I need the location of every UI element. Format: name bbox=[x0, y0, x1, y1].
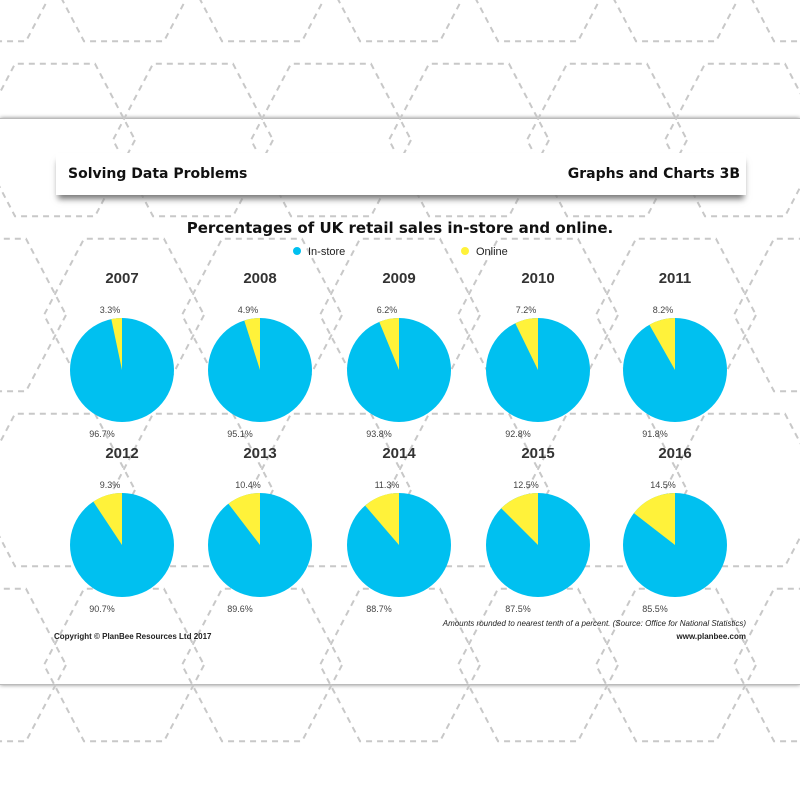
slice-online bbox=[515, 318, 538, 370]
slice-online bbox=[633, 493, 675, 545]
online-value-label: 6.2% bbox=[377, 305, 398, 315]
slice-online bbox=[244, 318, 260, 370]
hexagon-outline bbox=[0, 237, 68, 393]
online-value-label: 9.3% bbox=[100, 480, 121, 490]
hexagon-outline bbox=[663, 412, 800, 568]
pie-2015: 2015 12.5% 87.5% bbox=[486, 445, 590, 614]
website-link[interactable]: www.planbee.com bbox=[676, 632, 747, 641]
legend-label-in-store: In-store bbox=[308, 246, 345, 258]
hexagon-outline bbox=[318, 237, 482, 393]
in-store-value-label: 91.8% bbox=[642, 429, 668, 439]
in-store-value-label: 87.5% bbox=[505, 604, 531, 614]
in-store-value-label: 92.8% bbox=[505, 429, 531, 439]
online-value-label: 12.5% bbox=[513, 480, 539, 490]
year-label: 2009 bbox=[382, 270, 415, 287]
pie-2011: 2011 8.2% 91.8% bbox=[623, 270, 727, 439]
year-label: 2010 bbox=[521, 270, 554, 287]
slice-online bbox=[501, 493, 538, 545]
legend-label-online: Online bbox=[476, 246, 508, 258]
hexagon-outline bbox=[387, 62, 551, 218]
year-label: 2011 bbox=[659, 270, 692, 287]
in-store-value-label: 88.7% bbox=[366, 604, 392, 614]
hexagon-outline bbox=[111, 62, 275, 218]
online-value-label: 8.2% bbox=[653, 305, 674, 315]
pie-2014: 2014 11.3% 88.7% bbox=[347, 445, 451, 614]
copyright: Copyright © PlanBee Resources Ltd 2017 bbox=[54, 632, 212, 641]
pie-2016: 2016 14.5% 85.5% bbox=[623, 445, 727, 614]
pie-2010: 2010 7.2% 92.8% bbox=[486, 270, 590, 439]
in-store-value-label: 93.8% bbox=[366, 429, 392, 439]
year-label: 2013 bbox=[243, 445, 276, 462]
hexagon-outline bbox=[180, 237, 344, 393]
hexagon-outline bbox=[663, 62, 800, 218]
pie-2013: 2013 10.4% 89.6% bbox=[208, 445, 312, 614]
hexagon-outline bbox=[594, 237, 758, 393]
online-value-label: 14.5% bbox=[650, 480, 676, 490]
header-right-title: Graphs and Charts 3B bbox=[567, 166, 740, 182]
legend-swatch-in-store bbox=[293, 247, 301, 255]
header-left-title: Solving Data Problems bbox=[68, 166, 248, 182]
hexagon-outline bbox=[456, 587, 620, 743]
chart-title: Percentages of UK retail sales in-store … bbox=[187, 219, 613, 237]
hexagon-outline bbox=[249, 62, 413, 218]
online-value-label: 10.4% bbox=[235, 480, 261, 490]
online-value-label: 4.9% bbox=[238, 305, 259, 315]
hexagon-outline bbox=[42, 587, 206, 743]
source-note: Amounts rounded to nearest tenth of a pe… bbox=[442, 619, 746, 628]
in-store-value-label: 95.1% bbox=[227, 429, 253, 439]
online-value-label: 7.2% bbox=[516, 305, 537, 315]
online-value-label: 11.3% bbox=[375, 480, 400, 490]
hexagon-outline bbox=[0, 587, 68, 743]
hexagon-outline bbox=[0, 62, 137, 218]
year-label: 2016 bbox=[658, 445, 691, 462]
hexagon-outline bbox=[180, 587, 344, 743]
pie-2008: 2008 4.9% 95.1% bbox=[208, 270, 312, 439]
legend: In-store Online bbox=[293, 246, 508, 258]
hexagon-outline bbox=[387, 412, 551, 568]
in-store-value-label: 90.7% bbox=[89, 604, 115, 614]
slice-online bbox=[379, 318, 399, 370]
pie-2009: 2009 6.2% 93.8% bbox=[347, 270, 451, 439]
slice-online bbox=[365, 493, 399, 545]
slice-online bbox=[93, 493, 122, 545]
hexagon-outline bbox=[594, 587, 758, 743]
year-label: 2014 bbox=[382, 445, 416, 462]
in-store-value-label: 89.6% bbox=[227, 604, 253, 614]
legend-swatch-online bbox=[461, 247, 469, 255]
slice-online bbox=[228, 493, 260, 545]
year-label: 2015 bbox=[521, 445, 554, 462]
hexagon-outline bbox=[318, 587, 482, 743]
slice-online bbox=[649, 318, 675, 370]
year-label: 2012 bbox=[105, 445, 138, 462]
online-value-label: 3.3% bbox=[100, 305, 121, 315]
hexagon-outline bbox=[525, 62, 689, 218]
pie-2012: 2012 9.3% 90.7% bbox=[70, 445, 174, 614]
pie-2007: 2007 3.3% 96.7% bbox=[70, 270, 174, 439]
header-banner: Solving Data Problems Graphs and Charts … bbox=[56, 153, 746, 195]
hexagon-outline bbox=[42, 237, 206, 393]
year-label: 2007 bbox=[105, 270, 138, 287]
in-store-value-label: 85.5% bbox=[642, 604, 668, 614]
hexagon-outline bbox=[456, 237, 620, 393]
year-label: 2008 bbox=[243, 270, 276, 287]
slice-online bbox=[111, 318, 122, 370]
in-store-value-label: 96.7% bbox=[89, 429, 115, 439]
